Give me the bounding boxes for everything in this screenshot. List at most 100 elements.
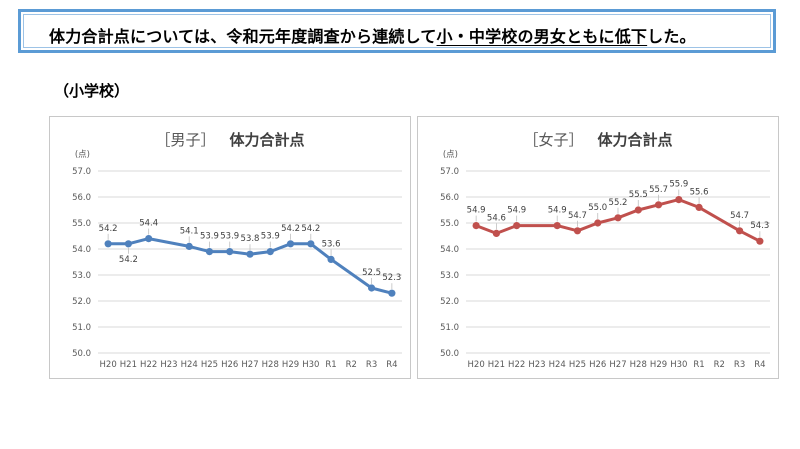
chart-title: ［男子］ 体力合計点	[50, 129, 410, 150]
data-point	[513, 222, 521, 230]
x-tick-label: R4	[754, 360, 765, 370]
line-chart-girls: 50.051.052.053.054.055.056.057.0(点)H20 H2…	[440, 150, 770, 370]
data-label: 52.5	[362, 268, 381, 278]
data-point	[104, 240, 112, 248]
y-tick-label: 55.0	[72, 219, 91, 229]
data-label: 53.9	[200, 232, 219, 242]
data-point	[246, 250, 254, 258]
data-label: 54.7	[730, 211, 749, 221]
chart-title-bracket: ［男子］	[155, 131, 216, 149]
section-label: （小学校）	[54, 82, 130, 100]
data-label: 55.7	[649, 185, 668, 195]
data-label: 54.9	[548, 206, 567, 216]
data-point	[594, 219, 602, 227]
y-tick-label: 54.0	[72, 245, 91, 255]
data-label: 54.2	[119, 255, 138, 265]
x-tick-label: H21	[120, 360, 137, 370]
x-tick-label: H20	[100, 360, 117, 370]
data-point	[145, 235, 153, 243]
y-tick-label: 52.0	[72, 297, 91, 307]
y-tick-label: 50.0	[72, 349, 91, 359]
x-tick-label: H30	[670, 360, 687, 370]
x-tick-label: H26	[589, 360, 606, 370]
data-label: 54.4	[139, 219, 158, 229]
x-tick-label: H22	[140, 360, 157, 370]
data-label: 54.9	[507, 206, 526, 216]
x-tick-label: R4	[386, 360, 397, 370]
x-tick-label: H23	[528, 360, 545, 370]
x-tick-label: H27	[241, 360, 258, 370]
x-tick-label: H27	[609, 360, 626, 370]
x-tick-label: R3	[734, 360, 745, 370]
data-point	[226, 248, 234, 256]
summary-text: 体力合計点については、令和元年度調査から連続して小・中学校の男女ともに低下した。	[49, 23, 696, 47]
data-point	[695, 203, 703, 211]
x-tick-label: R1	[325, 360, 336, 370]
data-point	[185, 242, 193, 250]
data-point	[492, 229, 500, 237]
data-point	[736, 227, 744, 235]
data-point	[614, 214, 622, 222]
y-tick-label: 57.0	[440, 167, 459, 177]
x-tick-label: H23	[160, 360, 177, 370]
y-tick-label: 56.0	[440, 193, 459, 203]
data-label: 54.3	[750, 221, 769, 231]
x-tick-label: H28	[630, 360, 647, 370]
data-point	[756, 237, 764, 245]
data-point	[675, 196, 683, 204]
data-label: 54.2	[301, 224, 320, 234]
data-label: 53.9	[261, 232, 280, 242]
summary-text-end: した。	[647, 27, 696, 46]
y-tick-label: 52.0	[440, 297, 459, 307]
x-tick-label: H26	[221, 360, 238, 370]
data-label: 54.9	[467, 206, 486, 216]
chart-title-main: 体力合計点	[229, 131, 305, 149]
x-tick-label: H28	[262, 360, 279, 370]
x-tick-label: H24	[181, 360, 198, 370]
y-axis-unit: (点)	[75, 150, 90, 160]
y-tick-label: 53.0	[440, 271, 459, 281]
data-point	[634, 206, 642, 214]
x-tick-label: H24	[549, 360, 566, 370]
x-tick-label: H21	[488, 360, 505, 370]
y-axis-unit: (点)	[443, 150, 458, 160]
data-label: 54.2	[99, 224, 118, 234]
x-tick-label: H22	[508, 360, 525, 370]
line-chart-boys: 50.051.052.053.054.055.056.057.0(点)H20 H2…	[72, 150, 402, 370]
data-point	[205, 248, 214, 256]
x-tick-label: H29	[650, 360, 667, 370]
chart-title-bracket: ［女子］	[523, 131, 584, 149]
data-point	[388, 289, 396, 297]
x-tick-label: H25	[201, 360, 218, 370]
chart-title-main: 体力合計点	[597, 131, 673, 149]
y-tick-label: 50.0	[440, 349, 459, 359]
x-tick-label: R2	[346, 360, 357, 370]
data-label: 55.9	[669, 180, 688, 190]
x-tick-label: H29	[282, 360, 299, 370]
chart-panel-boys: ［男子］ 体力合計点 50.0 51.0 52.0 53.0 54.0 55.0 56.0 57…	[49, 116, 411, 379]
data-label: 55.6	[690, 187, 709, 197]
data-label: 55.0	[588, 203, 607, 213]
data-label: 53.9	[220, 232, 239, 242]
data-label: 53.8	[241, 234, 260, 244]
y-tick-label: 51.0	[440, 323, 459, 333]
data-point	[368, 284, 376, 292]
y-tick-label: 53.0	[72, 271, 91, 281]
data-label: 55.2	[609, 198, 628, 208]
summary-banner: 体力合計点については、令和元年度調査から連続して小・中学校の男女ともに低下した。	[18, 9, 776, 53]
y-tick-label: 57.0	[72, 167, 91, 177]
data-point	[553, 222, 561, 230]
data-point	[654, 201, 663, 209]
data-label: 55.5	[629, 190, 648, 200]
data-point	[573, 227, 582, 235]
data-point	[286, 240, 295, 248]
data-point	[266, 248, 274, 256]
summary-text-emphasis: 小・中学校の男女ともに低下	[436, 27, 648, 46]
y-tick-label: 54.0	[440, 245, 459, 255]
data-point	[307, 240, 315, 248]
data-point	[472, 222, 480, 230]
y-tick-label: 56.0	[72, 193, 91, 203]
data-label: 52.3	[382, 273, 401, 283]
x-tick-label: H20	[468, 360, 485, 370]
y-tick-label: 51.0	[72, 323, 91, 333]
